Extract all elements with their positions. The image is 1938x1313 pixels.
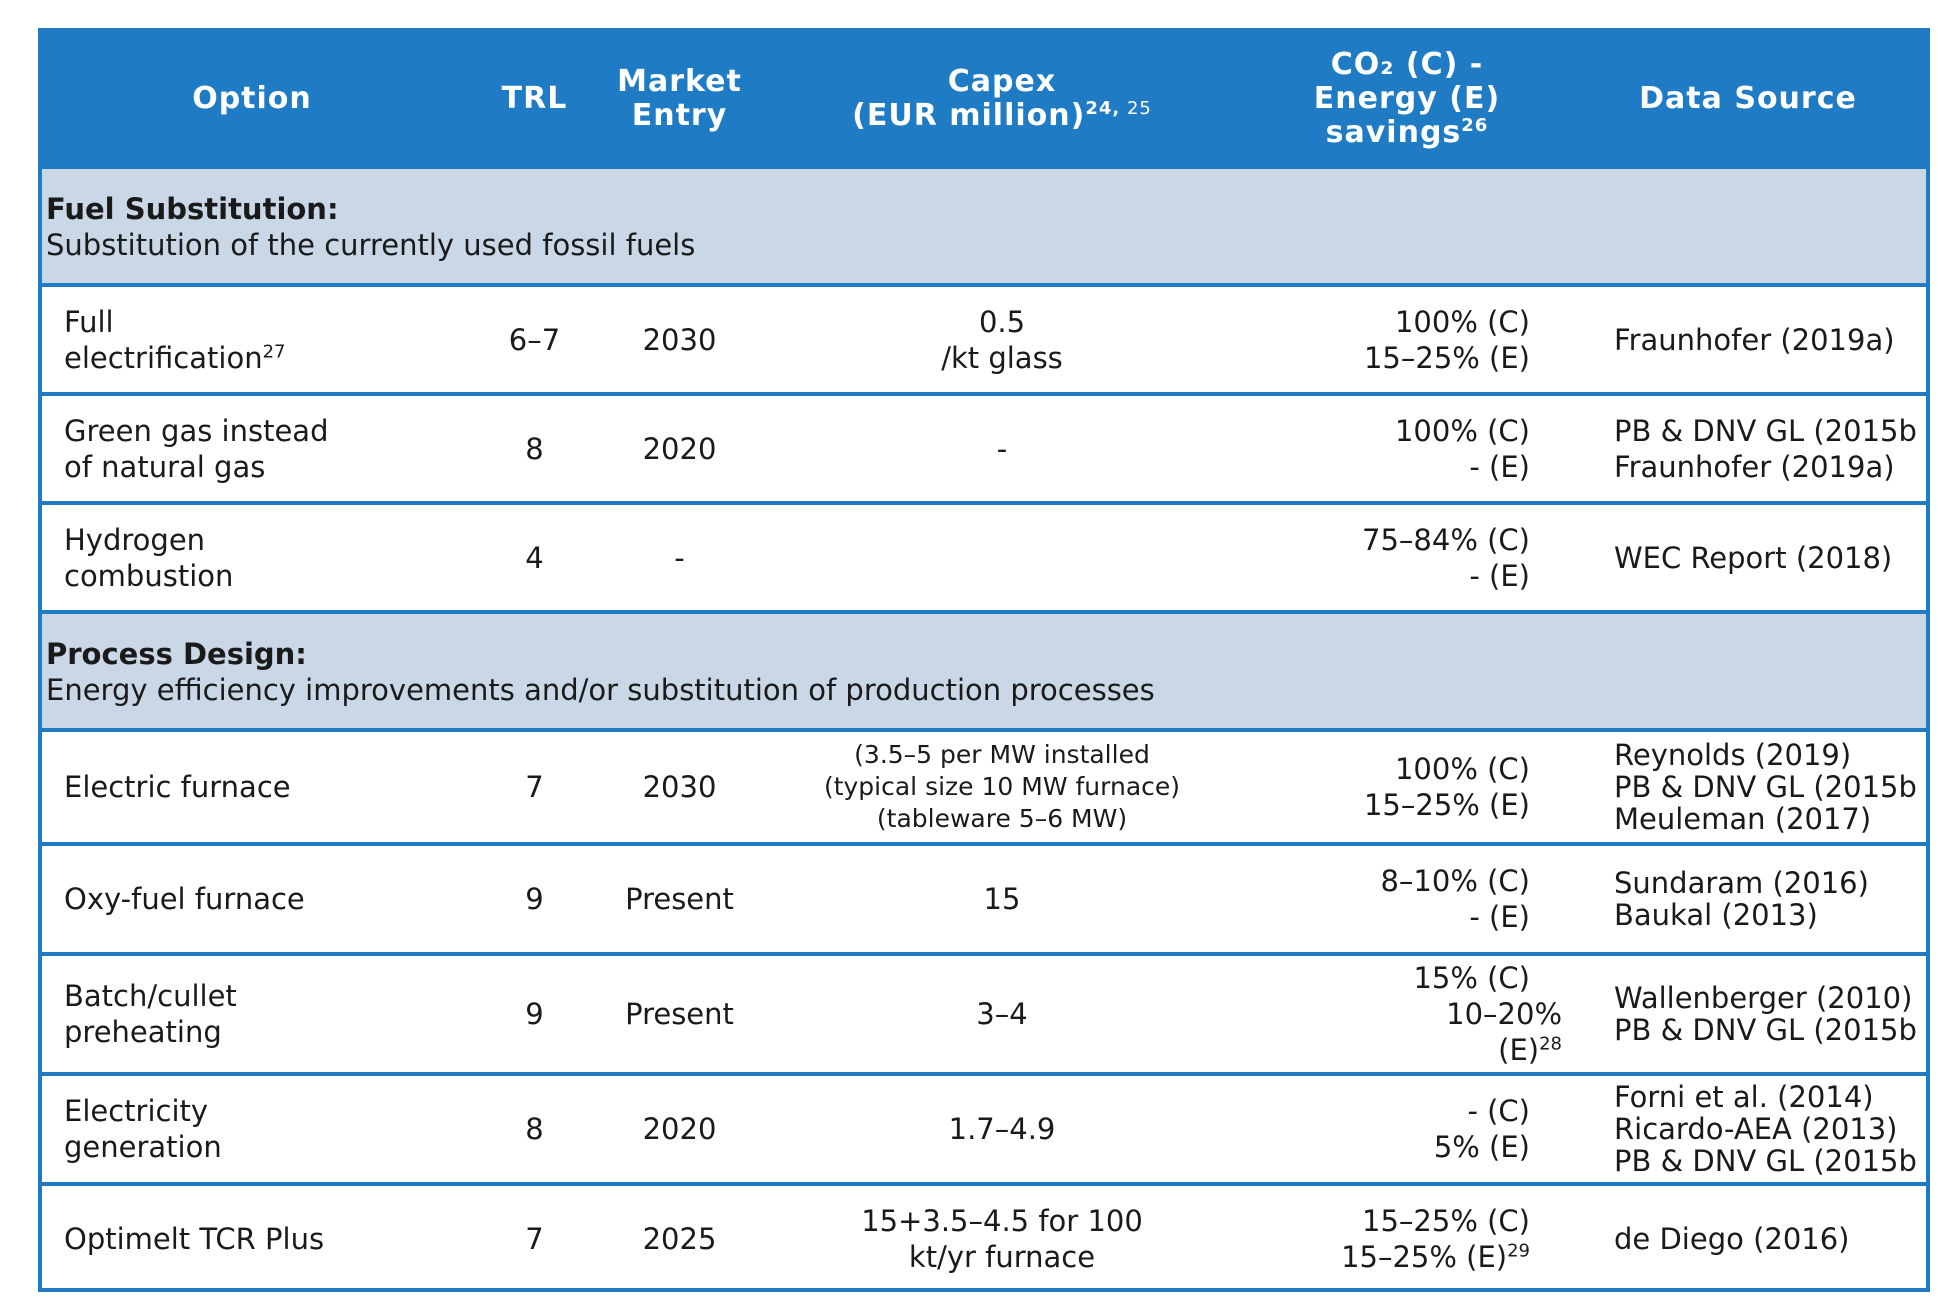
- option-cell: Electric furnace: [64, 770, 291, 804]
- market-entry-cell: -: [674, 540, 685, 575]
- capex-cell: 15+3.5–4.5 for 100 kt/yr furnace: [861, 1204, 1143, 1274]
- capex-cell: 15: [983, 882, 1021, 916]
- section-subtitle: Energy efficiency improvements and/or su…: [46, 673, 1155, 707]
- options-table: Option TRL Market Entry Capex (EUR millio…: [38, 28, 1930, 1292]
- capex-cell: 3–4: [976, 997, 1028, 1031]
- data-source-cell: PB & DNV GL (2015b Fraunhofer (2019a): [1614, 413, 1917, 484]
- savings-cell: 100% (C) 15–25% (E): [1363, 304, 1530, 375]
- savings-cell: 100% (C) 15–25% (E): [1363, 752, 1530, 822]
- capex-cell: [752, 505, 1252, 610]
- savings-cell: 15–25% (C) 15–25% (E)29: [1341, 1204, 1530, 1274]
- market-entry-cell: Present: [625, 997, 734, 1031]
- market-entry-cell: 2020: [642, 1112, 717, 1146]
- header-market-entry: Market Entry: [617, 63, 742, 133]
- table-row: Hydrogen combustion 4 - 75–84% (C) - (E) W…: [42, 501, 1926, 610]
- header-co2-energy-savings: CO₂ (C) - Energy (E) savings26: [1313, 46, 1501, 150]
- option-cell: Electricity generation: [64, 1094, 222, 1164]
- option-cell: Oxy-fuel furnace: [64, 882, 305, 916]
- option-cell: Optimelt TCR Plus: [64, 1222, 325, 1256]
- table-row: Oxy-fuel furnace 9 Present 15 8–10% (C) -…: [42, 842, 1926, 952]
- market-entry-cell: 2030: [642, 770, 717, 804]
- data-source-cell: de Diego (2016): [1614, 1222, 1850, 1256]
- option-cell: Full electrification27: [64, 304, 286, 375]
- section-title: Fuel Substitution:: [46, 192, 339, 226]
- section-title: Process Design:: [46, 637, 307, 671]
- market-entry-cell: 2020: [642, 431, 717, 466]
- market-entry-cell: Present: [625, 882, 734, 916]
- header-capex: Capex (EUR million)24, 25: [852, 63, 1152, 133]
- savings-cell: - (C) 5% (E): [1433, 1094, 1530, 1164]
- header-option: Option: [192, 80, 312, 116]
- option-cell: Green gas instead of natural gas: [64, 413, 329, 484]
- savings-cell: 15% (C) 10–20% (E)28: [1413, 961, 1562, 1067]
- data-source-cell: Fraunhofer (2019a): [1614, 322, 1895, 357]
- table-row: Electricity generation 8 2020 1.7–4.9 - (…: [42, 1072, 1926, 1182]
- option-cell: Hydrogen combustion: [64, 522, 234, 593]
- section-fuel-substitution: Fuel Substitution: Substitution of the c…: [42, 165, 1926, 283]
- capex-cell: (3.5–5 per MW installed (typical size 10…: [823, 740, 1181, 833]
- data-source-cell: Forni et al. (2014) Ricardo-AEA (2013) P…: [1614, 1080, 1917, 1178]
- section-process-design: Process Design: Energy efficiency improv…: [42, 610, 1926, 728]
- market-entry-cell: 2030: [642, 322, 717, 357]
- table-row: Green gas instead of natural gas 8 2020 -…: [42, 392, 1926, 501]
- savings-cell: 75–84% (C) - (E): [1362, 522, 1530, 593]
- section-subtitle: Substitution of the currently used fossi…: [46, 228, 696, 262]
- savings-cell: 100% (C) - (E): [1394, 413, 1530, 484]
- savings-cell: 8–10% (C) - (E): [1380, 864, 1530, 934]
- trl-cell: 7: [525, 1222, 544, 1256]
- data-source-cell: WEC Report (2018): [1614, 540, 1893, 575]
- trl-cell: 8: [525, 431, 544, 466]
- header-trl: TRL: [501, 80, 568, 116]
- data-source-cell: Reynolds (2019) PB & DNV GL (2015b Meule…: [1614, 738, 1917, 836]
- capex-cell: 0.5/kt glass: [941, 304, 1063, 375]
- trl-cell: 9: [525, 997, 544, 1031]
- trl-cell: 4: [525, 540, 544, 575]
- table-header: Option TRL Market Entry Capex (EUR millio…: [42, 32, 1926, 165]
- market-entry-cell: 2025: [642, 1222, 717, 1256]
- option-cell: Batch/cullet preheating: [64, 979, 237, 1049]
- table-row: Batch/cullet preheating 9 Present 3–4 15%…: [42, 952, 1926, 1072]
- table-row: Full electrification27 6–7 2030 0.5/kt g…: [42, 283, 1926, 392]
- capex-cell: 1.7–4.9: [948, 1112, 1056, 1146]
- trl-cell: 9: [525, 882, 544, 916]
- trl-cell: 7: [525, 770, 544, 804]
- trl-cell: 8: [525, 1112, 544, 1146]
- header-data-source: Data Source: [1639, 80, 1857, 116]
- table-row: Optimelt TCR Plus 7 2025 15+3.5–4.5 for …: [42, 1182, 1926, 1288]
- table-row: Electric furnace 7 2030 (3.5–5 per MW in…: [42, 728, 1926, 842]
- data-source-cell: Sundaram (2016) Baukal (2013): [1614, 866, 1869, 932]
- trl-cell: 6–7: [508, 322, 561, 357]
- capex-cell: -: [996, 431, 1008, 466]
- data-source-cell: Wallenberger (2010) PB & DNV GL (2015b: [1614, 981, 1917, 1047]
